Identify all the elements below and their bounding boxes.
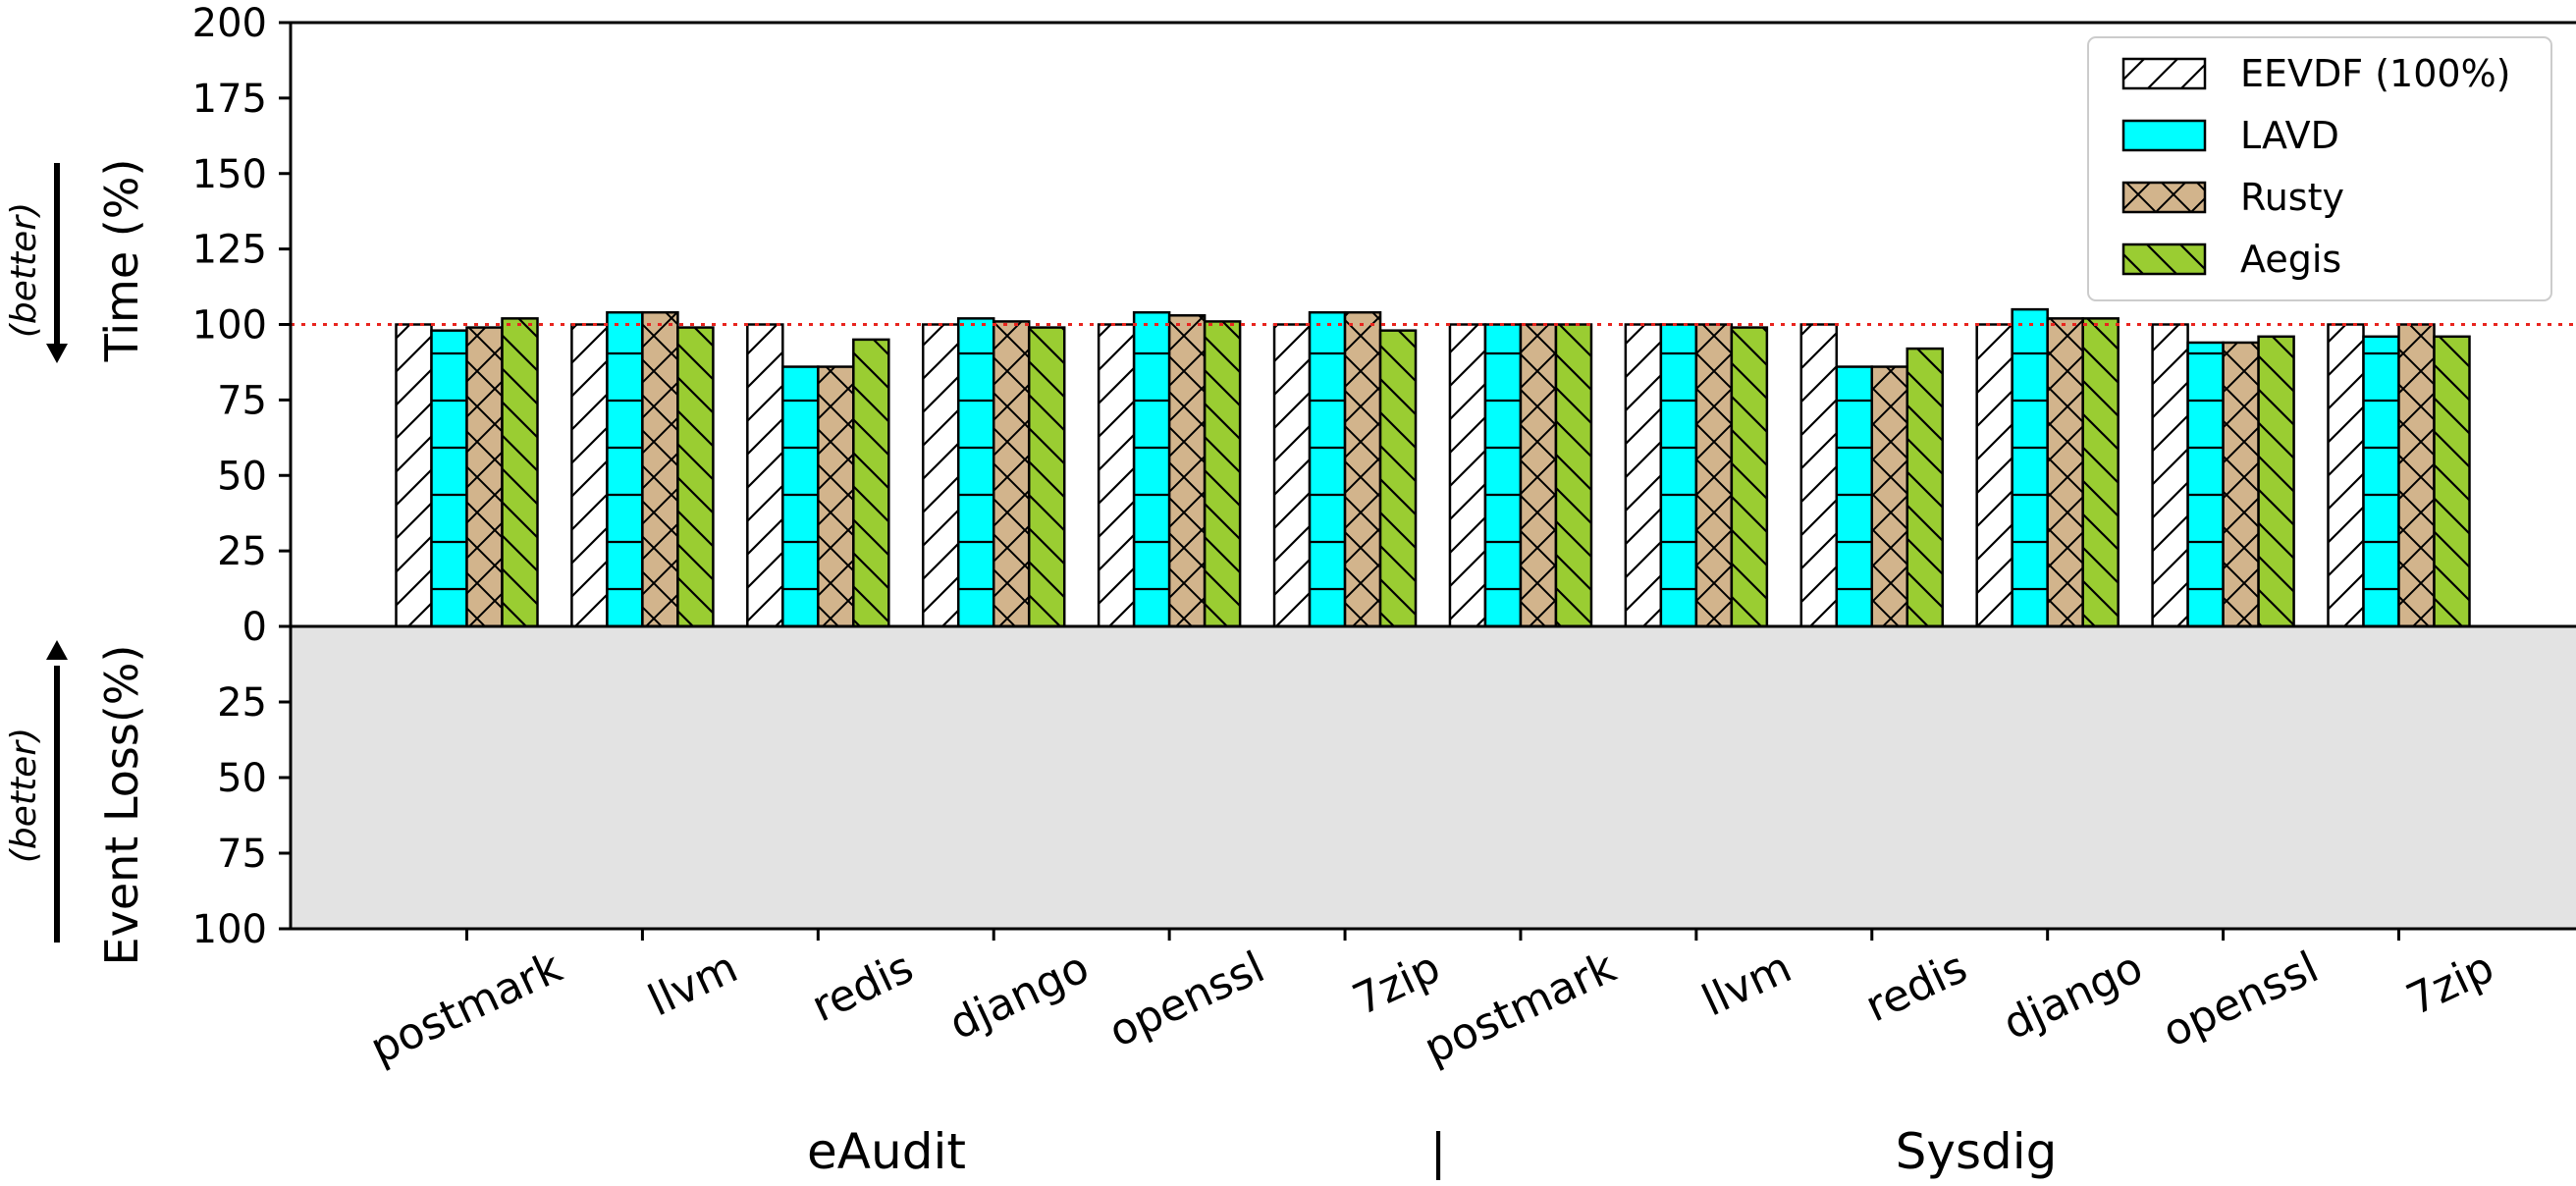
bar: [501, 317, 539, 628]
y-tick-label: 0: [242, 605, 267, 650]
y-tick-label: 25: [217, 529, 267, 574]
bar: [1659, 323, 1698, 628]
bar: [1624, 323, 1663, 628]
bar: [570, 323, 609, 628]
category-label: 7zip: [2399, 943, 2501, 1026]
bar: [1448, 323, 1487, 628]
y-tick-label: 175: [192, 77, 267, 122]
bar: [2327, 323, 2365, 628]
category-label: django: [942, 943, 1097, 1051]
bar: [852, 338, 890, 628]
bar: [1730, 326, 1769, 628]
bar: [2397, 323, 2436, 628]
y-tick-label: 125: [192, 228, 267, 273]
bar: [1203, 320, 1242, 628]
bar: [2186, 341, 2225, 628]
category-label: django: [1996, 943, 2150, 1051]
event-loss-tick-label: 100: [192, 907, 267, 952]
bar: [746, 323, 784, 628]
bar: [2081, 317, 2120, 628]
bar: [1483, 323, 1523, 628]
bar: [2222, 341, 2260, 628]
bar: [395, 323, 433, 628]
bar: [430, 329, 468, 628]
event-loss-better-arrowhead-icon: [46, 640, 68, 660]
legend-swatch: [2121, 57, 2207, 90]
legend-label: EEVDF (100%): [2240, 52, 2511, 95]
category-label: redis: [804, 943, 921, 1033]
legend-swatch: [2121, 181, 2207, 214]
category-label: redis: [1858, 943, 1975, 1033]
time-axis-title: Time (%): [95, 159, 148, 363]
event-loss-axis-title: Event Loss(%): [95, 645, 148, 966]
legend-swatch: [2121, 243, 2207, 276]
bar: [956, 317, 995, 628]
bar: [1870, 365, 1909, 628]
legend-label: LAVD: [2240, 114, 2339, 157]
time-better-note: (better): [4, 202, 44, 338]
category-label: postmark: [1417, 943, 1624, 1075]
bar: [2257, 335, 2295, 628]
category-label: openssl: [1101, 943, 1272, 1057]
bar: [1694, 323, 1734, 628]
category-label: 7zip: [1345, 943, 1447, 1026]
group-label-sysdig: Sysdig: [1896, 1123, 2058, 1180]
event-loss-panel-background: [291, 626, 2576, 929]
event-loss-tick-label: 25: [217, 680, 267, 726]
y-tick-label: 200: [192, 1, 267, 46]
bar: [465, 326, 504, 628]
event-loss-better-note: (better): [4, 728, 44, 863]
y-tick-label: 150: [192, 152, 267, 197]
bar: [1132, 310, 1171, 628]
bar: [1343, 310, 1382, 628]
bar: [2362, 335, 2400, 628]
bar: [641, 310, 679, 628]
event-loss-tick-label: 50: [217, 756, 267, 801]
bar: [2151, 323, 2189, 628]
category-label: postmark: [363, 943, 570, 1075]
bar: [1027, 326, 1066, 628]
bar: [606, 310, 644, 628]
bar: [1554, 323, 1593, 628]
y-tick-label: 75: [217, 378, 267, 423]
bar: [1378, 329, 1418, 628]
bar: [1905, 347, 1945, 628]
bar: [1272, 323, 1312, 628]
bar: [1975, 323, 2013, 628]
legend-swatch: [2121, 119, 2207, 152]
bar: [921, 323, 960, 628]
legend-label: Rusty: [2240, 176, 2344, 219]
bar: [1835, 365, 1874, 628]
bar: [2046, 317, 2084, 628]
category-label: llvm: [1694, 943, 1798, 1027]
bar: [1799, 323, 1839, 628]
bar: [676, 326, 715, 628]
bar: [1097, 323, 1136, 628]
bar: [2011, 307, 2049, 628]
legend-label: Aegis: [2240, 238, 2341, 281]
bar: [781, 365, 820, 628]
bar: [2433, 335, 2471, 628]
group-label-eaudit: eAudit: [807, 1123, 966, 1180]
bar: [1519, 323, 1558, 628]
bar: [992, 320, 1031, 628]
y-tick-label: 100: [192, 303, 267, 349]
y-tick-label: 50: [217, 454, 267, 499]
legend: EEVDF (100%) LAVD Rusty Aegis: [2087, 36, 2552, 301]
time-better-arrowhead-icon: [46, 344, 68, 363]
bar: [1308, 310, 1347, 628]
bar: [1167, 314, 1207, 628]
event-loss-tick-label: 75: [217, 832, 267, 877]
group-separator: |: [1430, 1123, 1447, 1180]
category-label: llvm: [641, 943, 745, 1027]
category-label: openssl: [2156, 943, 2327, 1057]
bar: [817, 365, 855, 628]
legend-frame: [2087, 36, 2552, 301]
